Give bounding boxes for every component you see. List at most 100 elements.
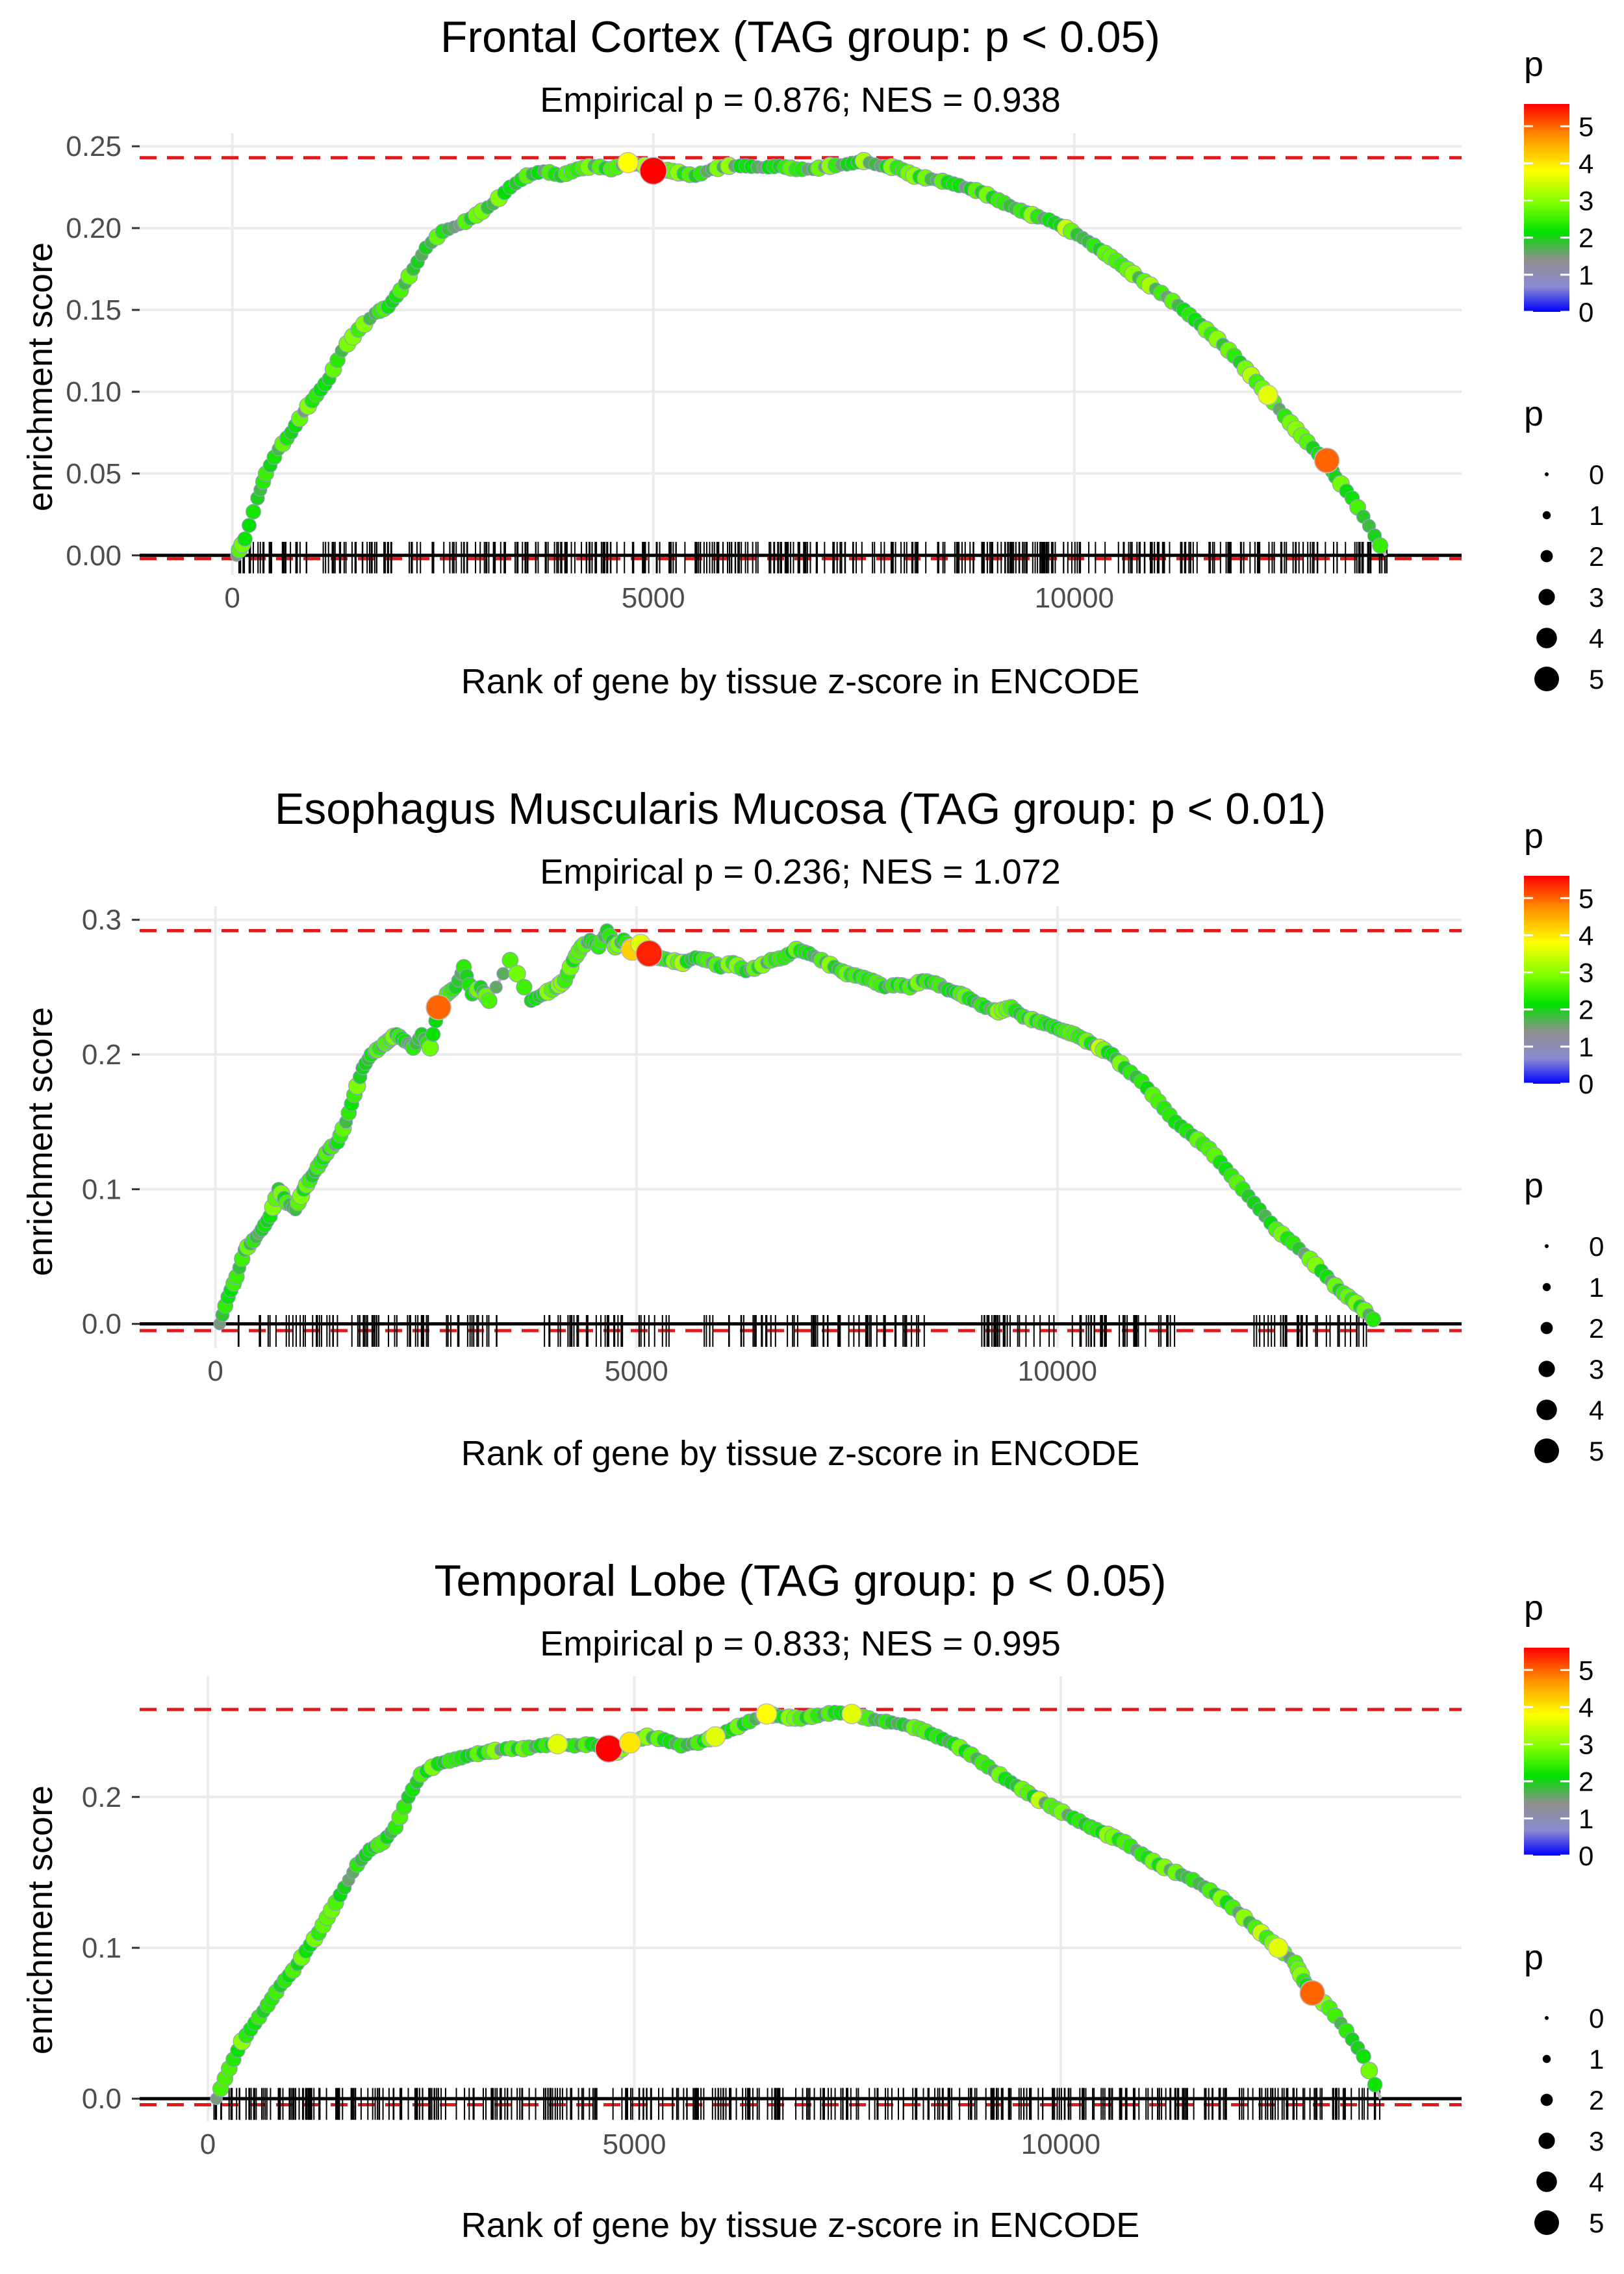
running-score-line (218, 926, 1379, 1325)
color-legend-title: p (1524, 45, 1543, 84)
size-legend-dot (1534, 1438, 1559, 1463)
y-tick-label: 0.00 (66, 540, 121, 572)
y-tick-label: 0.2 (82, 1039, 121, 1071)
score-point (237, 531, 253, 547)
score-point (1372, 537, 1389, 554)
x-tick-label: 0 (200, 2128, 216, 2160)
size-legend-dot (1536, 1399, 1557, 1420)
score-point (1365, 1311, 1382, 1327)
score-point-highlight (617, 151, 639, 173)
color-tick-label: 2 (1579, 1767, 1593, 1797)
panel-temporal-lobe: Temporal Lobe (TAG group: p < 0.05) Empi… (21, 1556, 1604, 2245)
size-legend-dot (1534, 667, 1559, 691)
size-legend-dot (1542, 511, 1551, 520)
score-points (213, 923, 1382, 1331)
chart-subtitle: Empirical p = 0.876; NES = 0.938 (540, 81, 1060, 120)
color-legend-title: p (1524, 817, 1543, 856)
color-tick-label: 2 (1579, 995, 1593, 1025)
color-tick-label: 5 (1579, 883, 1593, 913)
chart-title: Temporal Lobe (TAG group: p < 0.05) (434, 1556, 1166, 1605)
score-point-highlight (755, 1703, 778, 1725)
score-point-highlight (1258, 385, 1278, 405)
score-point (421, 1039, 439, 1057)
score-point (242, 518, 257, 533)
x-tick-label: 5000 (622, 582, 685, 614)
size-legend-label: 2 (1589, 2085, 1604, 2115)
color-tick-label: 0 (1579, 297, 1593, 327)
x-tick-label: 10000 (1035, 582, 1114, 614)
color-gradient-bar (1524, 1648, 1569, 1856)
chart-subtitle: Empirical p = 0.236; NES = 1.072 (540, 852, 1060, 891)
size-legend-label: 3 (1589, 2126, 1604, 2156)
x-tick-label: 5000 (603, 2128, 666, 2160)
x-axis-label: Rank of gene by tissue z-score in ENCODE (461, 1434, 1139, 1473)
size-legend-label: 5 (1589, 664, 1604, 695)
y-tick-label: 0.15 (66, 294, 121, 326)
x-tick-label: 0 (224, 582, 240, 614)
score-point-highlight (635, 939, 663, 967)
score-point-highlight (841, 1704, 863, 1724)
y-tick-label: 0.1 (82, 1173, 121, 1205)
size-legend-label: 3 (1589, 1354, 1604, 1385)
size-legend-label: 2 (1589, 541, 1604, 572)
size-legend-label: 5 (1589, 2208, 1604, 2238)
color-tick-label: 0 (1579, 1069, 1593, 1099)
size-legend-dot (1538, 2132, 1555, 2149)
color-tick-label: 2 (1579, 223, 1593, 253)
score-point (1356, 2049, 1371, 2064)
size-legend: p 0 1 2 3 4 5 (1524, 1166, 1604, 1466)
panel-frontal-cortex: Frontal Cortex (TAG group: p < 0.05) Emp… (21, 12, 1604, 701)
score-point (516, 978, 533, 996)
color-tick-label: 1 (1579, 1804, 1593, 1834)
score-point-highlight (1299, 1980, 1325, 2006)
y-tick-label: 0.3 (82, 904, 121, 936)
x-tick-label: 10000 (1018, 1355, 1097, 1387)
y-tick-label: 0.2 (82, 1782, 121, 1813)
score-point (489, 980, 503, 994)
size-legend-label: 0 (1589, 1231, 1604, 1262)
size-legend-label: 0 (1589, 2003, 1604, 2034)
size-legend-dot (1538, 589, 1555, 606)
score-point-highlight (639, 157, 668, 185)
x-tick-label: 5000 (605, 1355, 668, 1387)
y-axis-label: enrichment score (21, 242, 60, 511)
color-legend-ticks: 0 1 2 3 4 5 (1524, 883, 1593, 1099)
color-tick-label: 4 (1579, 1692, 1593, 1722)
gene-rank-ticks (238, 542, 1388, 574)
color-tick-label: 3 (1579, 958, 1593, 988)
size-legend-dot (1545, 1244, 1549, 1248)
color-legend-ticks: 0 1 2 3 4 5 (1524, 111, 1593, 327)
chart-title: Esophagus Muscularis Mucosa (TAG group: … (275, 784, 1326, 834)
score-point-highlight (547, 1733, 568, 1755)
color-tick-label: 3 (1579, 186, 1593, 216)
score-point (508, 965, 526, 983)
color-gradient-bar (1524, 876, 1569, 1084)
size-legend-title: p (1524, 1938, 1543, 1977)
size-legend-dot (1542, 1283, 1551, 1292)
color-legend: p 0 1 2 3 4 5 (1524, 817, 1593, 1099)
y-tick-label: 0.05 (66, 458, 121, 490)
y-axis-label: enrichment score (21, 1007, 60, 1276)
size-legend-items: 0 1 2 3 4 5 (1534, 459, 1604, 695)
score-point (246, 504, 261, 520)
score-point-highlight (425, 994, 451, 1021)
size-legend-dot (1538, 1361, 1555, 1377)
x-tick-label: 0 (207, 1355, 223, 1387)
size-legend-dot (1545, 2016, 1549, 2020)
size-legend-label: 0 (1589, 459, 1604, 490)
y-axis-label: enrichment score (21, 1785, 60, 2054)
score-point-highlight (618, 1731, 641, 1754)
color-legend-title: p (1524, 1589, 1543, 1628)
x-axis-label: Rank of gene by tissue z-score in ENCODE (461, 662, 1139, 701)
running-score-line (235, 159, 1388, 557)
y-tick-label: 0.0 (82, 1309, 121, 1340)
score-points (210, 1703, 1383, 2105)
size-legend-dot (1540, 550, 1553, 563)
color-tick-label: 0 (1579, 1841, 1593, 1871)
y-tick-label: 0.0 (82, 2083, 121, 2115)
size-legend-title: p (1524, 1166, 1543, 1205)
chart-title: Frontal Cortex (TAG group: p < 0.05) (440, 12, 1160, 62)
score-points (230, 151, 1389, 562)
size-legend-items: 0 1 2 3 4 5 (1534, 2003, 1604, 2238)
